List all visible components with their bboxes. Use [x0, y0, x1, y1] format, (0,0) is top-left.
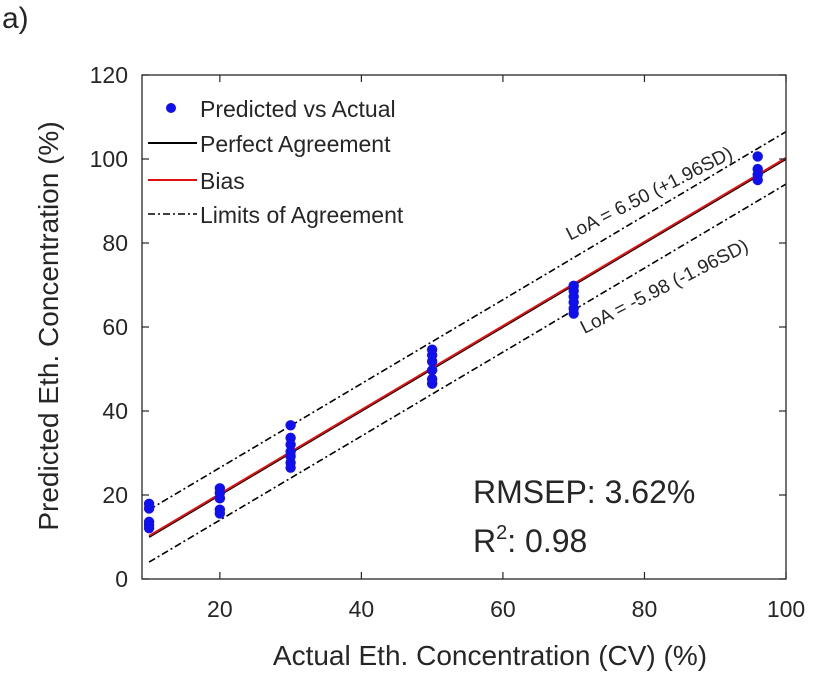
panel-label: a)	[2, 2, 29, 35]
x-tick-label: 60	[490, 596, 516, 622]
x-axis: 20 40 60 80 100	[207, 75, 805, 622]
r2-stat: R2: 0.98	[473, 522, 587, 559]
r2-prefix: R	[473, 523, 496, 559]
x-tick-label: 100	[767, 596, 805, 622]
bias-line	[148, 157, 787, 537]
data-point	[285, 439, 296, 450]
r2-superscript: 2	[496, 522, 507, 544]
loa-upper-annotation: LoA = 6.50 (+1.96SD)	[563, 143, 736, 245]
loa-lower-line	[148, 183, 787, 563]
x-tick-label: 20	[207, 596, 233, 622]
data-point	[752, 174, 763, 186]
data-point	[285, 420, 296, 431]
x-axis-label: Actual Eth. Concentration (CV) (%)	[273, 640, 707, 671]
legend-label-bias: Bias	[200, 168, 245, 194]
loa-lower-annotation: LoA = -5.98 (-1.96SD)	[577, 236, 752, 339]
y-axis: 0 20 40 60 80 100 120	[90, 62, 786, 592]
rmsep-stat: RMSEP: 3.62%	[473, 474, 695, 510]
data-point	[426, 356, 438, 367]
y-tick-label: 0	[115, 566, 128, 592]
y-tick-label: 80	[102, 230, 128, 256]
legend-label-predicted: Predicted vs Actual	[200, 96, 396, 122]
plot-points	[143, 151, 763, 534]
y-tick-label: 40	[102, 398, 128, 424]
data-point	[426, 365, 438, 376]
data-point	[143, 522, 155, 534]
y-tick-label: 120	[90, 62, 128, 88]
data-point	[285, 462, 296, 473]
legend-label-perfect: Perfect Agreement	[200, 131, 391, 157]
x-tick-label: 80	[632, 596, 658, 622]
data-point	[568, 308, 579, 319]
y-axis-label: Predicted Eth. Concentration (%)	[33, 121, 64, 530]
y-tick-label: 100	[90, 146, 128, 172]
plot-lines	[148, 131, 787, 563]
legend-label-loa: Limits of Agreement	[200, 202, 404, 228]
legend: Predicted vs Actual Perfect Agreement Bi…	[148, 96, 404, 228]
data-point	[214, 493, 226, 504]
data-point	[426, 378, 438, 389]
y-tick-label: 20	[102, 482, 128, 508]
data-point	[143, 503, 155, 514]
y-tick-label: 60	[102, 314, 128, 340]
legend-marker-predicted	[166, 103, 176, 113]
r2-value: : 0.98	[507, 523, 587, 559]
loa-upper-line	[148, 131, 787, 511]
x-tick-label: 40	[349, 596, 375, 622]
data-point	[214, 508, 226, 519]
data-point	[752, 151, 763, 162]
